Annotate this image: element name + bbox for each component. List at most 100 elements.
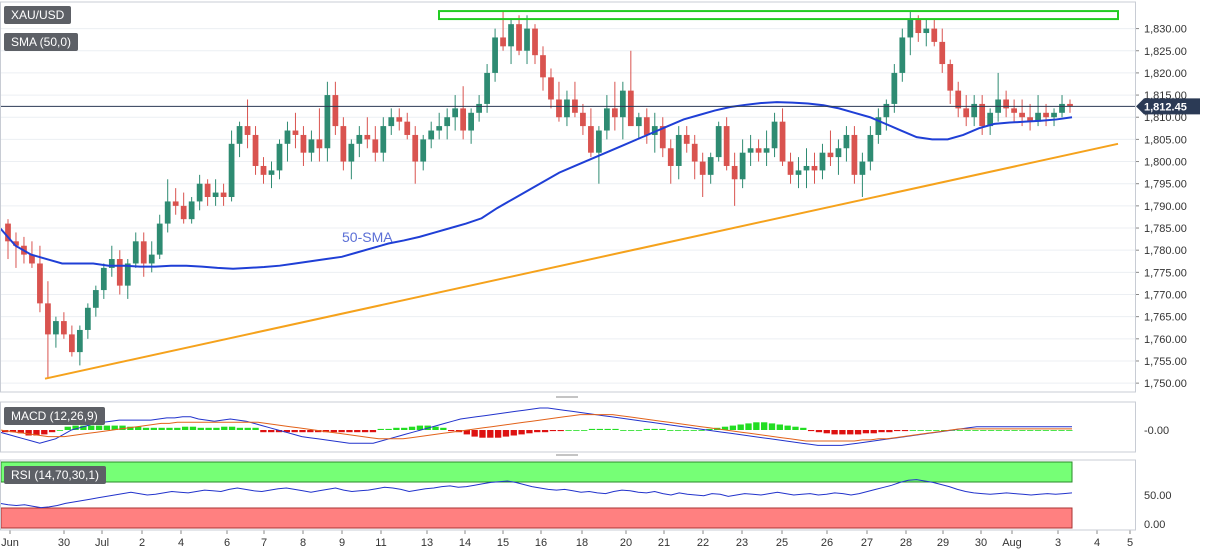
macd-bar-131 bbox=[1027, 430, 1034, 431]
candle-body-89 bbox=[715, 126, 722, 158]
candle-body-18 bbox=[148, 254, 155, 264]
candle-body-60 bbox=[484, 72, 490, 104]
macd-bar-110 bbox=[862, 430, 870, 434]
candle-body-63 bbox=[508, 24, 514, 47]
macd-bar-73 bbox=[573, 430, 580, 431]
candle-body-77 bbox=[619, 90, 626, 118]
candle-body-106 bbox=[851, 134, 858, 175]
macd-bar-128 bbox=[1003, 430, 1010, 431]
macd-bar-30 bbox=[236, 427, 244, 430]
macd-legend[interactable]: MACD (12,26,9) bbox=[4, 407, 105, 425]
macd-bar-92 bbox=[721, 426, 729, 430]
x-tick-label-5: 6 bbox=[224, 537, 230, 549]
macd-bar-83 bbox=[651, 428, 658, 430]
candle-body-7 bbox=[61, 321, 67, 335]
macd-bar-116 bbox=[909, 430, 917, 431]
candle-body-24 bbox=[196, 183, 203, 202]
x-tick-label-4: 4 bbox=[178, 537, 184, 549]
candles bbox=[5, 10, 1073, 379]
candle-body-49 bbox=[396, 117, 403, 122]
x-tick-label-9: 11 bbox=[375, 537, 386, 549]
candle-body-122 bbox=[979, 103, 986, 127]
main-panel: 1,750.00 1,755.00 1,760.00 1,765.00 1,770.00… bbox=[0, 10, 1200, 390]
macd-bar-55 bbox=[432, 426, 439, 430]
x-tick-label-15: 20 bbox=[620, 537, 632, 549]
macd-bar-38 bbox=[299, 430, 306, 433]
macd-bar-81 bbox=[635, 430, 643, 431]
candle-body-3 bbox=[29, 254, 35, 264]
rsi-panel: 50.00 0.00 bbox=[0, 461, 1172, 531]
candle-body-79 bbox=[635, 117, 642, 127]
candle-body-116 bbox=[931, 28, 938, 42]
candle-body-88 bbox=[707, 157, 714, 175]
candle-body-0 bbox=[5, 223, 11, 242]
y-tick-label-7: 1,785.00 bbox=[1144, 223, 1187, 235]
x-tick-label-21: 27 bbox=[861, 537, 873, 549]
current-price-tag bbox=[1136, 98, 1200, 115]
rsi-legend[interactable]: RSI (14,70,30,1) bbox=[4, 466, 107, 484]
sma-annotation: 50-SMA bbox=[342, 229, 393, 245]
candle-body-37 bbox=[300, 134, 307, 153]
macd-bar-51 bbox=[401, 427, 408, 430]
rsi-line bbox=[0, 479, 1073, 509]
candle-body-67 bbox=[540, 55, 546, 78]
candle-body-120 bbox=[963, 108, 970, 118]
macd-bar-13 bbox=[103, 425, 111, 430]
macd-bar-130 bbox=[1019, 430, 1026, 431]
candle-body-110 bbox=[883, 103, 890, 118]
candle-body-39 bbox=[316, 139, 323, 149]
candle-body-15 bbox=[124, 263, 131, 286]
macd-bar-119 bbox=[933, 430, 940, 431]
macd-bar-50 bbox=[393, 427, 400, 430]
candle-body-68 bbox=[548, 77, 554, 100]
macd-bar-118 bbox=[925, 430, 932, 431]
y-tick-label-16: 1,830.00 bbox=[1144, 24, 1187, 36]
y-tick-label-15: 1,825.00 bbox=[1144, 46, 1187, 58]
macd-bar-61 bbox=[479, 430, 486, 438]
macd-bar-63 bbox=[494, 430, 502, 438]
candle-body-10 bbox=[84, 307, 91, 330]
x-tick-label-3: 2 bbox=[139, 537, 145, 549]
x-tick-label-26: 3 bbox=[1055, 537, 1061, 549]
macd-bar-77 bbox=[604, 428, 611, 430]
candle-body-8 bbox=[68, 334, 75, 353]
sma-50-line bbox=[0, 101, 1073, 270]
candle-body-82 bbox=[659, 126, 666, 149]
macd-bar-15 bbox=[119, 425, 126, 430]
macd-bar-70 bbox=[549, 430, 557, 432]
candle-body-128 bbox=[1027, 117, 1033, 122]
macd-bar-10 bbox=[80, 425, 87, 430]
candle-body-102 bbox=[819, 152, 826, 171]
macd-bar-39 bbox=[307, 430, 314, 433]
rsi-oversold-zone bbox=[0, 507, 1073, 529]
candle-body-113 bbox=[907, 19, 914, 38]
macd-bar-88 bbox=[690, 430, 697, 431]
sma-legend[interactable]: SMA (50,0) bbox=[4, 33, 79, 51]
macd-bar-94 bbox=[737, 424, 744, 430]
candle-body-41 bbox=[332, 95, 339, 127]
macd-bar-102 bbox=[800, 427, 807, 430]
macd-bar-104 bbox=[815, 430, 823, 433]
candle-body-44 bbox=[356, 134, 363, 144]
macd-bar-87 bbox=[682, 430, 690, 431]
candle-body-129 bbox=[1035, 112, 1041, 122]
macd-bar-24 bbox=[189, 426, 197, 430]
macd-bar-122 bbox=[956, 430, 963, 431]
macd-bar-101 bbox=[792, 426, 799, 430]
macd-bar-27 bbox=[213, 427, 220, 430]
macd-bar-84 bbox=[659, 428, 666, 430]
candle-body-4 bbox=[37, 263, 43, 304]
candle-body-5 bbox=[45, 303, 51, 335]
macd-bar-36 bbox=[283, 430, 291, 433]
candle-body-35 bbox=[284, 130, 291, 144]
candle-body-92 bbox=[739, 152, 746, 180]
candle-body-84 bbox=[675, 134, 682, 166]
rsi-tick-50: 50.00 bbox=[1144, 490, 1172, 502]
macd-bar-133 bbox=[1042, 430, 1050, 431]
macd-bar-117 bbox=[917, 430, 924, 431]
candle-body-55 bbox=[444, 117, 451, 127]
candle-body-58 bbox=[468, 112, 475, 131]
candle-body-80 bbox=[643, 117, 650, 135]
symbol-legend[interactable]: XAU/USD bbox=[4, 6, 72, 24]
